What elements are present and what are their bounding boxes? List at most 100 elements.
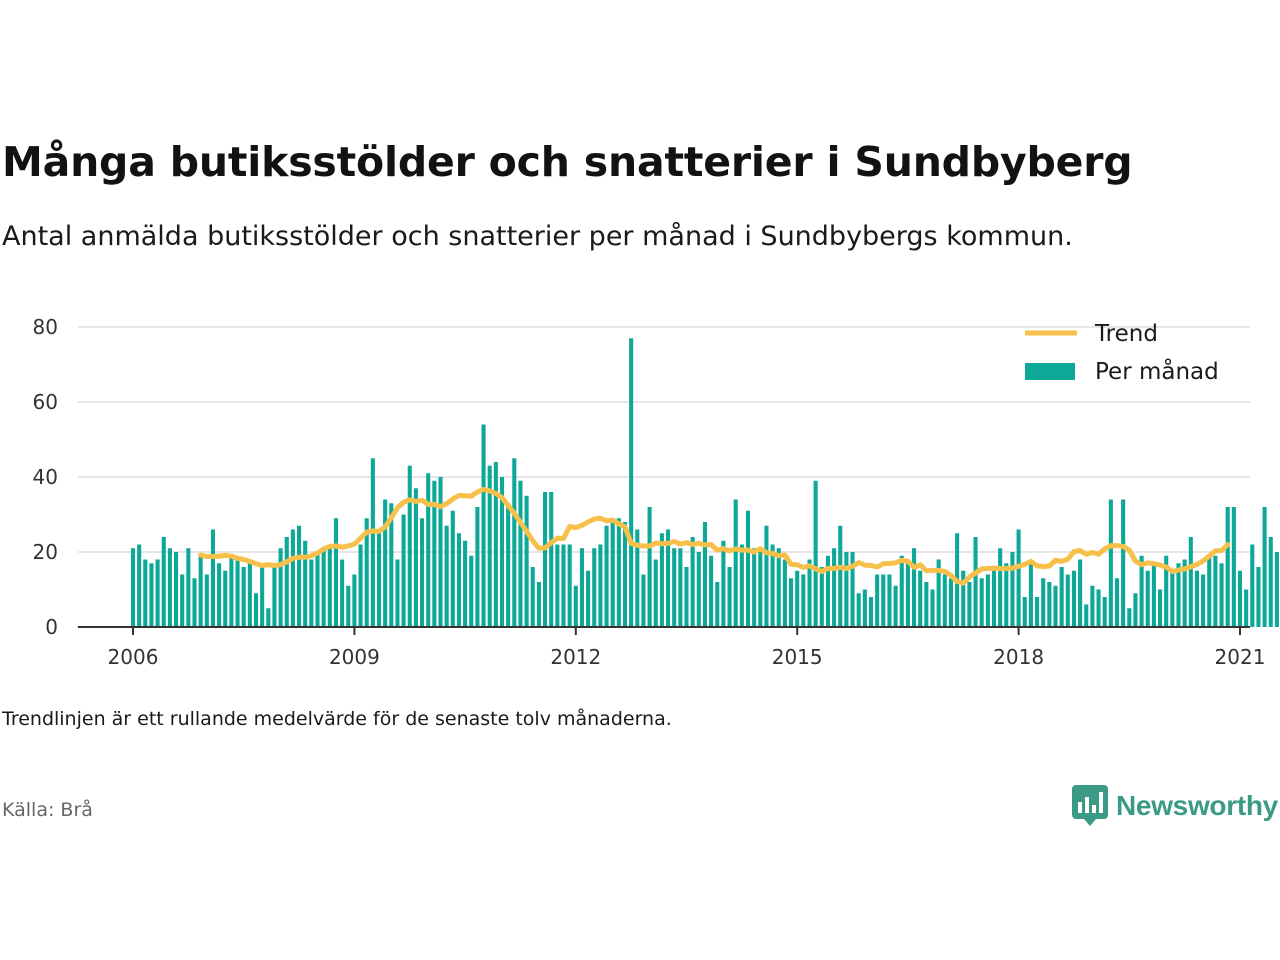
bar xyxy=(315,552,320,627)
bar xyxy=(438,477,443,627)
bar xyxy=(1268,537,1273,627)
bar xyxy=(383,499,388,627)
bar xyxy=(887,574,892,627)
chart-subtitle: Antal anmälda butiksstölder och snatteri… xyxy=(2,221,1073,252)
bar xyxy=(1207,555,1212,627)
bar xyxy=(210,529,215,627)
bar xyxy=(543,492,548,627)
x-tick-label: 2021 xyxy=(1215,645,1266,669)
bar xyxy=(346,585,351,627)
bar xyxy=(309,559,314,627)
gridlines xyxy=(78,326,1250,553)
bar xyxy=(641,574,646,627)
bar xyxy=(1041,578,1046,627)
bar xyxy=(1059,567,1064,627)
bar xyxy=(979,578,984,627)
bar xyxy=(1231,507,1236,627)
bar xyxy=(678,548,683,627)
bar xyxy=(789,578,794,627)
y-tick-label: 40 xyxy=(33,465,58,489)
bar xyxy=(1053,585,1058,627)
bar xyxy=(1219,563,1224,627)
bar xyxy=(610,522,615,627)
bar xyxy=(758,548,763,627)
bar xyxy=(752,548,757,627)
bar xyxy=(481,424,486,627)
x-tick-label: 2018 xyxy=(993,645,1044,669)
bar xyxy=(1035,597,1040,627)
bar xyxy=(549,492,554,627)
bar xyxy=(395,559,400,627)
bar xyxy=(1127,608,1132,627)
bar xyxy=(573,585,578,627)
bar xyxy=(672,548,677,627)
y-tick-label: 20 xyxy=(33,540,58,564)
brand-name: Newsworthy xyxy=(1116,790,1278,821)
bar xyxy=(912,548,917,627)
bar xyxy=(1170,570,1175,627)
bar xyxy=(1225,507,1230,627)
bar xyxy=(893,585,898,627)
legend-swatch-bars xyxy=(1025,363,1075,380)
bar xyxy=(561,544,566,627)
bar xyxy=(616,518,621,627)
bar xyxy=(1108,499,1113,627)
bar xyxy=(709,555,714,627)
bar xyxy=(444,525,449,627)
bar xyxy=(838,525,843,627)
legend-label-trend: Trend xyxy=(1094,321,1158,347)
bar xyxy=(764,525,769,627)
bar xyxy=(364,518,369,627)
bar xyxy=(192,578,197,627)
bar xyxy=(229,555,234,627)
bar xyxy=(389,503,394,627)
bar xyxy=(807,559,812,627)
bar xyxy=(629,338,634,627)
bar xyxy=(770,544,775,627)
bar xyxy=(875,574,880,627)
legend-label-bars: Per månad xyxy=(1095,357,1219,385)
bar xyxy=(1096,589,1101,627)
bar xyxy=(739,544,744,627)
bar xyxy=(666,529,671,627)
newsworthy-logo-icon xyxy=(1072,785,1108,826)
bar xyxy=(272,567,277,627)
bar xyxy=(1256,567,1261,627)
bar xyxy=(690,537,695,627)
bar xyxy=(370,458,375,627)
bar-series xyxy=(130,338,1279,627)
y-tick-label: 0 xyxy=(45,615,58,639)
bar xyxy=(918,570,923,627)
bar xyxy=(407,465,412,627)
bar xyxy=(241,567,246,627)
bar xyxy=(278,548,283,627)
chart-title: Många butiksstölder och snatterier i Sun… xyxy=(2,138,1133,186)
bar xyxy=(721,540,726,627)
bar xyxy=(149,563,154,627)
bar xyxy=(536,582,541,627)
legend: Trend Per månad xyxy=(1025,321,1219,385)
bar xyxy=(1004,563,1009,627)
bar xyxy=(420,518,425,627)
bar xyxy=(586,570,591,627)
bar xyxy=(1139,555,1144,627)
bar xyxy=(358,544,363,627)
bar xyxy=(604,525,609,627)
bar xyxy=(1090,585,1095,627)
bar xyxy=(401,514,406,627)
bar xyxy=(579,548,584,627)
source-credit: Källa: Brå xyxy=(2,799,93,821)
bar xyxy=(1114,578,1120,627)
bar xyxy=(1065,574,1070,627)
bar xyxy=(155,559,160,627)
bar xyxy=(321,548,326,627)
bar xyxy=(1244,589,1249,627)
bar xyxy=(696,552,701,627)
brand-logo: Newsworthy xyxy=(1072,785,1278,827)
bar xyxy=(881,574,886,627)
bar xyxy=(930,589,935,627)
bar xyxy=(506,503,511,627)
bar xyxy=(284,537,289,627)
bar xyxy=(161,537,166,627)
bar xyxy=(204,574,209,627)
